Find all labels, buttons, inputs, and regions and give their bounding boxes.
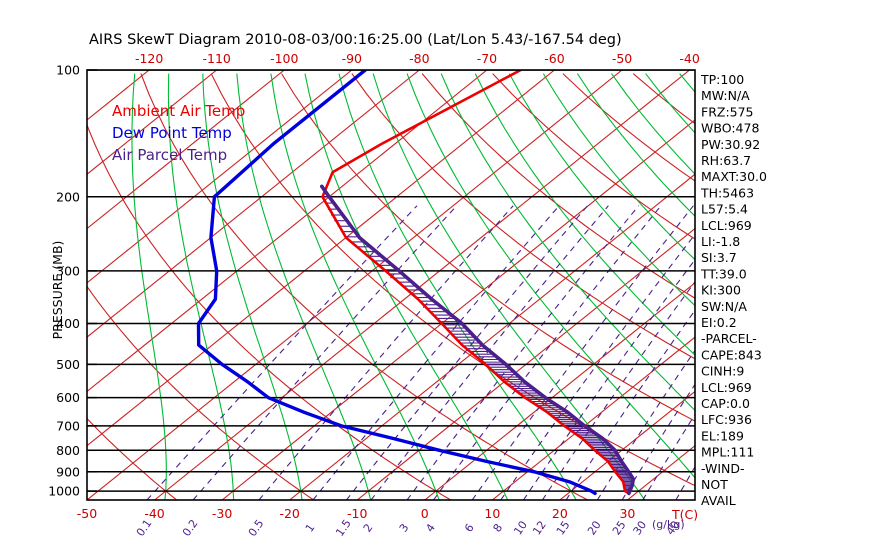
bottom-temp-tick: -30 xyxy=(212,506,232,521)
bottom-temp-tick: -20 xyxy=(279,506,299,521)
stat-line-2: FRZ:575 xyxy=(701,104,754,119)
stat-line-14: SW:N/A xyxy=(701,299,747,314)
plot-frame xyxy=(86,69,696,501)
top-temp-tick: -100 xyxy=(270,51,298,66)
stat-line-8: L57:5.4 xyxy=(701,202,748,217)
bottom-temp-tick: 20 xyxy=(552,506,568,521)
moist-adiabat-lines xyxy=(131,73,695,500)
top-temp-tick: -60 xyxy=(544,51,564,66)
stat-line-7: TH:5463 xyxy=(700,185,754,200)
stat-line-3: WBO:478 xyxy=(701,121,759,136)
stat-line-20: CAP:0.0 xyxy=(701,396,750,411)
pressure-tick: 500 xyxy=(56,357,80,372)
pressure-tick: 400 xyxy=(56,316,80,331)
stat-line-5: RH:63.7 xyxy=(701,153,751,168)
top-temperature-axis-labels: -120 -110 -100 -90 -80 -70 -60 -50 -40 xyxy=(135,51,700,66)
page-title: AIRS SkewT Diagram 2010-08-03/00:16:25.0… xyxy=(89,32,622,48)
bottom-temp-tick: -40 xyxy=(144,506,164,521)
stat-line-15: EI:0.2 xyxy=(701,315,737,330)
legend: Ambient Air Temp Dew Point Temp Air Parcel… xyxy=(112,102,245,164)
stat-line-17: CAPE:843 xyxy=(701,347,762,362)
stat-line-16: -PARCEL- xyxy=(701,331,757,346)
bottom-temp-tick: 10 xyxy=(484,506,500,521)
stat-line-9: LCL:969 xyxy=(701,218,752,233)
sounding-curves xyxy=(196,70,636,496)
stat-line-19: LCL:969 xyxy=(701,380,752,395)
curve-2 xyxy=(320,184,636,496)
curve-1 xyxy=(196,70,597,496)
top-temp-tick: -40 xyxy=(679,51,699,66)
stat-line-21: LFC:936 xyxy=(701,412,752,427)
pressure-tick: 800 xyxy=(56,443,80,458)
bottom-temp-tick: 30 xyxy=(619,506,635,521)
stat-line-24: -WIND- xyxy=(701,461,745,476)
stat-line-10: LI:-1.8 xyxy=(701,234,740,249)
bottom-temp-tick: -50 xyxy=(77,506,97,521)
top-temp-tick: -110 xyxy=(203,51,231,66)
bottom-temp-tick: -10 xyxy=(347,506,367,521)
top-temp-tick: -70 xyxy=(477,51,497,66)
stat-line-11: SI:3.7 xyxy=(701,250,737,265)
isotherm-lines xyxy=(87,70,695,500)
pressure-axis-title: PRESSURE (MB) xyxy=(50,241,65,340)
curve-0 xyxy=(321,70,631,495)
pressure-tick: 1000 xyxy=(48,484,80,499)
pressure-tick: 600 xyxy=(56,390,80,405)
bottom-temp-tick: 0 xyxy=(421,506,429,521)
mixing-ratio-lines xyxy=(146,205,695,500)
legend-label-2: Air Parcel Temp xyxy=(112,146,227,164)
pressure-tick: 300 xyxy=(56,263,80,278)
bottom-temperature-axis-labels: -50 -40 -30 -20 -10 0 10 20 30 xyxy=(77,506,636,521)
stat-line-12: TT:39.0 xyxy=(700,266,747,281)
temperature-axis-title: T(C) xyxy=(671,507,698,522)
top-temp-tick: -90 xyxy=(342,51,362,66)
stat-line-13: KI:300 xyxy=(701,283,741,298)
pressure-tick: 700 xyxy=(56,418,80,433)
stat-line-0: TP:100 xyxy=(700,72,744,87)
stat-line-6: MAXT:30.0 xyxy=(701,169,767,184)
top-temp-tick: -50 xyxy=(612,51,632,66)
stat-line-1: MW:N/A xyxy=(701,88,750,103)
top-temp-tick: -80 xyxy=(409,51,429,66)
top-temp-tick: -120 xyxy=(135,51,163,66)
stat-line-18: CINH:9 xyxy=(701,364,744,379)
legend-label-0: Ambient Air Temp xyxy=(112,102,245,120)
stat-line-26: AVAIL xyxy=(701,493,736,508)
stat-line-22: EL:189 xyxy=(701,428,744,443)
stat-line-25: NOT xyxy=(701,477,728,492)
stat-line-23: MPL:111 xyxy=(701,445,754,460)
pressure-tick: 900 xyxy=(56,464,80,479)
pressure-tick: 200 xyxy=(56,189,80,204)
mixing-ratio-axis-title: (g/kg) xyxy=(652,518,685,531)
legend-label-1: Dew Point Temp xyxy=(112,124,232,142)
stat-line-4: PW:30.92 xyxy=(701,137,760,152)
pressure-tick: 100 xyxy=(56,63,80,78)
